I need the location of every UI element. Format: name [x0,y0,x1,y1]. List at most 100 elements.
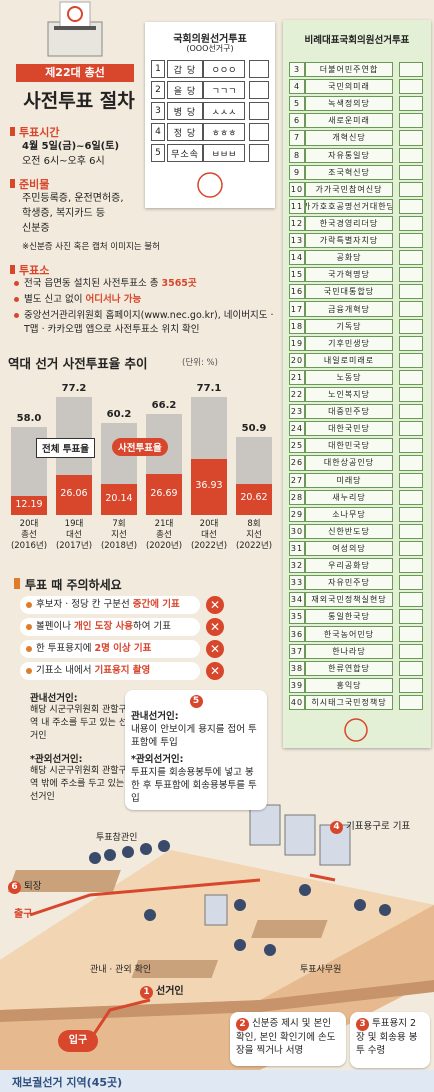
ballot-party: 정 당 [167,123,203,141]
pr-num: 24 [289,421,305,437]
step-number: 3 [356,1018,369,1031]
caution-text: 기표소 내에서 [36,665,95,676]
pr-mark-box [399,130,423,146]
pr-party: 국민대통합당 [305,284,393,300]
ballot-candidate: ㅎㅎㅎ [203,123,245,141]
cautions-title-text: 투표 때 주의하세요 [25,578,122,592]
pr-mark-box [399,626,423,642]
local-ballot-title: 국회의원선거투표 [173,34,247,45]
pr-party: 홍익당 [305,677,393,693]
caution-text: 기표용지 촬영 [94,665,151,676]
ballot-num: 3 [151,102,165,120]
entrance-label: 입구 [58,1030,98,1052]
ballot-party: 무소속 [167,144,203,162]
x-icon: ✕ [206,618,224,636]
pr-num: 28 [289,489,305,505]
pr-mark-box [399,540,423,557]
chart-subtitle: (단위: %) [182,358,218,368]
items-note: ※신분증 사진 혹은 캡처 이미지는 불허 [22,242,160,252]
x-tick-label: 20대 대선 (2022년) [190,519,228,551]
time-label: 투표시간 [10,124,59,140]
step3-callout: 3 투표용지 2장 및 회송용 봉투 수령 [350,1012,430,1068]
place-text: 전국 읍면동 설치된 사전투표소 총 [24,278,162,289]
pr-mark-box [399,267,423,283]
value-label: 12.19 [15,498,43,510]
caution-item: 후보자 · 정당 칸 구분선 중간에 기표 ✕ [20,596,224,614]
pr-party: 공화당 [305,250,393,266]
pr-ballot-title: 비례대표국회의원선거투표 [304,35,410,46]
pr-mark-box [399,301,423,317]
ballot-candidate: ㄱㄱㄱ [203,81,245,99]
step-number: 4 [330,821,343,834]
caution-text: 중간에 기표 [132,599,180,610]
step4-text: 기표용구로 기표 [346,821,411,832]
pr-mark-box [399,113,423,129]
pr-mark-box [399,609,423,625]
pr-mark-box [399,472,423,488]
caution-text: 개인 도장 사용 [73,621,134,632]
caution-text: 2명 이상 기표 [94,643,152,654]
stamp [197,172,223,198]
value-label: 20.62 [240,492,268,504]
place-bullet: 별도 신고 없이 어디서나 가능 [14,293,276,307]
ballot-mark-box [249,81,269,99]
pr-num: 21 [289,369,305,385]
pr-num: 31 [289,540,305,557]
place-text: 별도 신고 없이 [24,294,86,305]
ballot-candidate: ㅇㅇㅇ [203,60,245,78]
bullet-dot [14,313,19,318]
place-bullet: 중앙선거관리위원회 홈페이지(www.nec.go.kr), 네이버지도 · T… [14,309,276,337]
pr-num: 29 [289,506,305,522]
header-tag: 제22대 총선 [16,64,134,82]
chart: 58.0 12.19 20대 총선 (2016년) 77.2 26.06 19대 대선 (… [0,370,280,570]
value-label: 77.1 [196,383,222,395]
pr-mark-box [399,198,423,214]
pr-mark-box [399,164,423,180]
pr-num: 27 [289,472,305,488]
pr-party: 조국혁신당 [305,164,393,180]
pr-party: 노인복지당 [305,387,393,403]
bar [191,458,227,515]
pr-party: 자유통일당 [305,147,393,163]
step3-text: 투표용지 2장 및 회송용 봉투 수령 [356,1018,418,1056]
pr-mark-box [399,592,423,608]
bullet-dot [26,624,32,630]
ballot-box-icon [47,1,103,57]
step-number: 5 [189,695,203,708]
pr-mark-box [399,250,423,266]
caution-item: 볼펜이나 개인 도장 사용하여 기표 ✕ [20,618,224,636]
step5-term: 관내선거인: [131,711,179,722]
pr-party: 히시태그국민정책당 [305,694,393,710]
pr-mark-box [399,694,423,710]
pr-num: 5 [289,96,305,112]
pr-num: 40 [289,694,305,710]
pr-party: 재외국민정책실현당 [305,592,393,608]
pr-party: 국민의미래 [305,79,393,95]
pr-party: 기후민생당 [305,335,393,351]
items-line: 신분증 [22,223,50,234]
pr-num: 12 [289,215,305,232]
pr-num: 32 [289,558,305,574]
time-line: 오전 6시~오후 6시 [22,156,105,167]
step5-desc: 투표지를 회송용봉투에 넣고 봉한 후 투표함에 회송용봉투를 투입 [131,767,257,804]
pr-ballot: 비례대표국회의원선거투표 3 더불어민주연합 4 국민의미래 5 녹색정의당 6 새로운미래 7… [283,20,431,748]
time-line: 4월 5일(금)~6일(토) [22,141,120,152]
pr-mark-box [399,318,423,334]
pr-party: 대한국민당 [305,421,393,437]
value-label: 20.14 [105,492,133,504]
pr-mark-box [399,369,423,385]
value-label: 77.2 [61,383,87,395]
place-text: 중앙선거관리위원회 홈페이지(www.nec.go.kr), 네이버지도 · T… [24,310,274,335]
step2-callout: 2 신분증 제시 및 본인 확인, 본인 확인기에 손도장을 찍거나 서명 [230,1012,346,1066]
pr-mark-box [399,660,423,676]
place-list: 전국 읍면동 설치된 사전투표소 총 3565곳 별도 신고 없이 어디서나 가능… [14,277,276,339]
pr-party: 신한반도당 [305,523,393,539]
ballot-mark-box [249,123,269,141]
header-title: 사전투표 절차 [23,90,135,112]
check-label: 관내 · 관외 확인 [90,965,152,975]
pr-num: 11 [289,198,305,214]
step5-term: *관외선거인: [131,754,184,765]
value-label: 66.2 [151,400,177,412]
